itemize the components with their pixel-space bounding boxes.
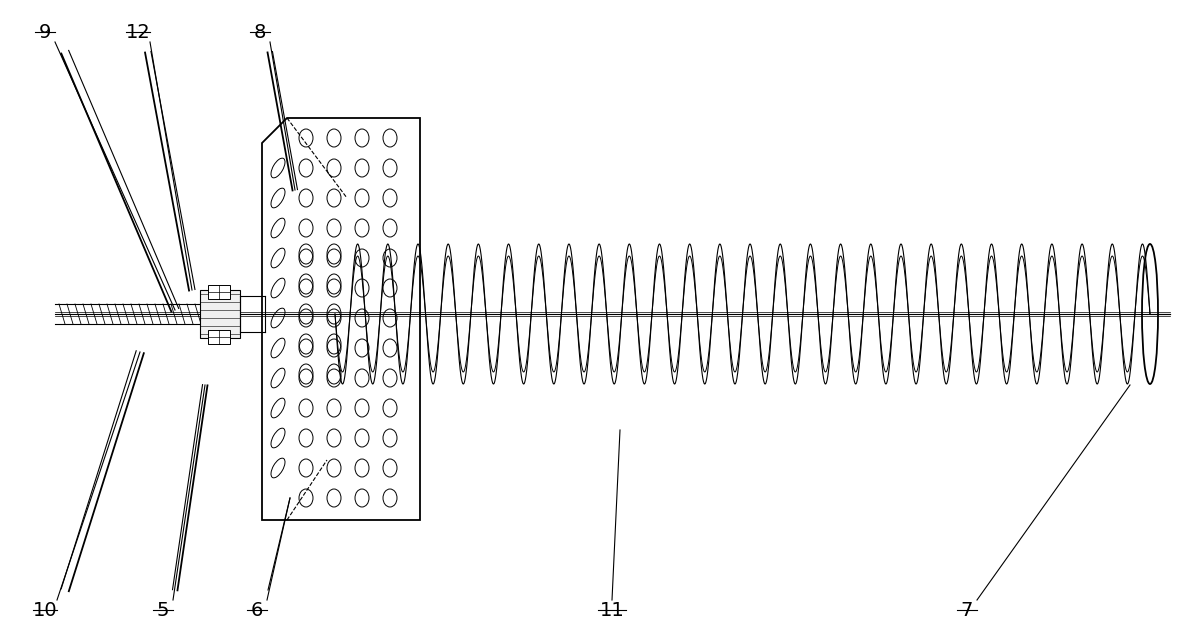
Text: 11: 11 [600, 600, 625, 619]
Bar [207, 285, 230, 299]
Text: 9: 9 [39, 23, 51, 41]
Text: 5: 5 [157, 600, 169, 619]
Text: 12: 12 [125, 23, 150, 41]
Bar [207, 330, 230, 344]
Text: 10: 10 [32, 600, 57, 619]
Text: 8: 8 [254, 23, 266, 41]
Text: 7: 7 [961, 600, 973, 619]
Bar [200, 290, 240, 338]
Text: 6: 6 [250, 600, 263, 619]
